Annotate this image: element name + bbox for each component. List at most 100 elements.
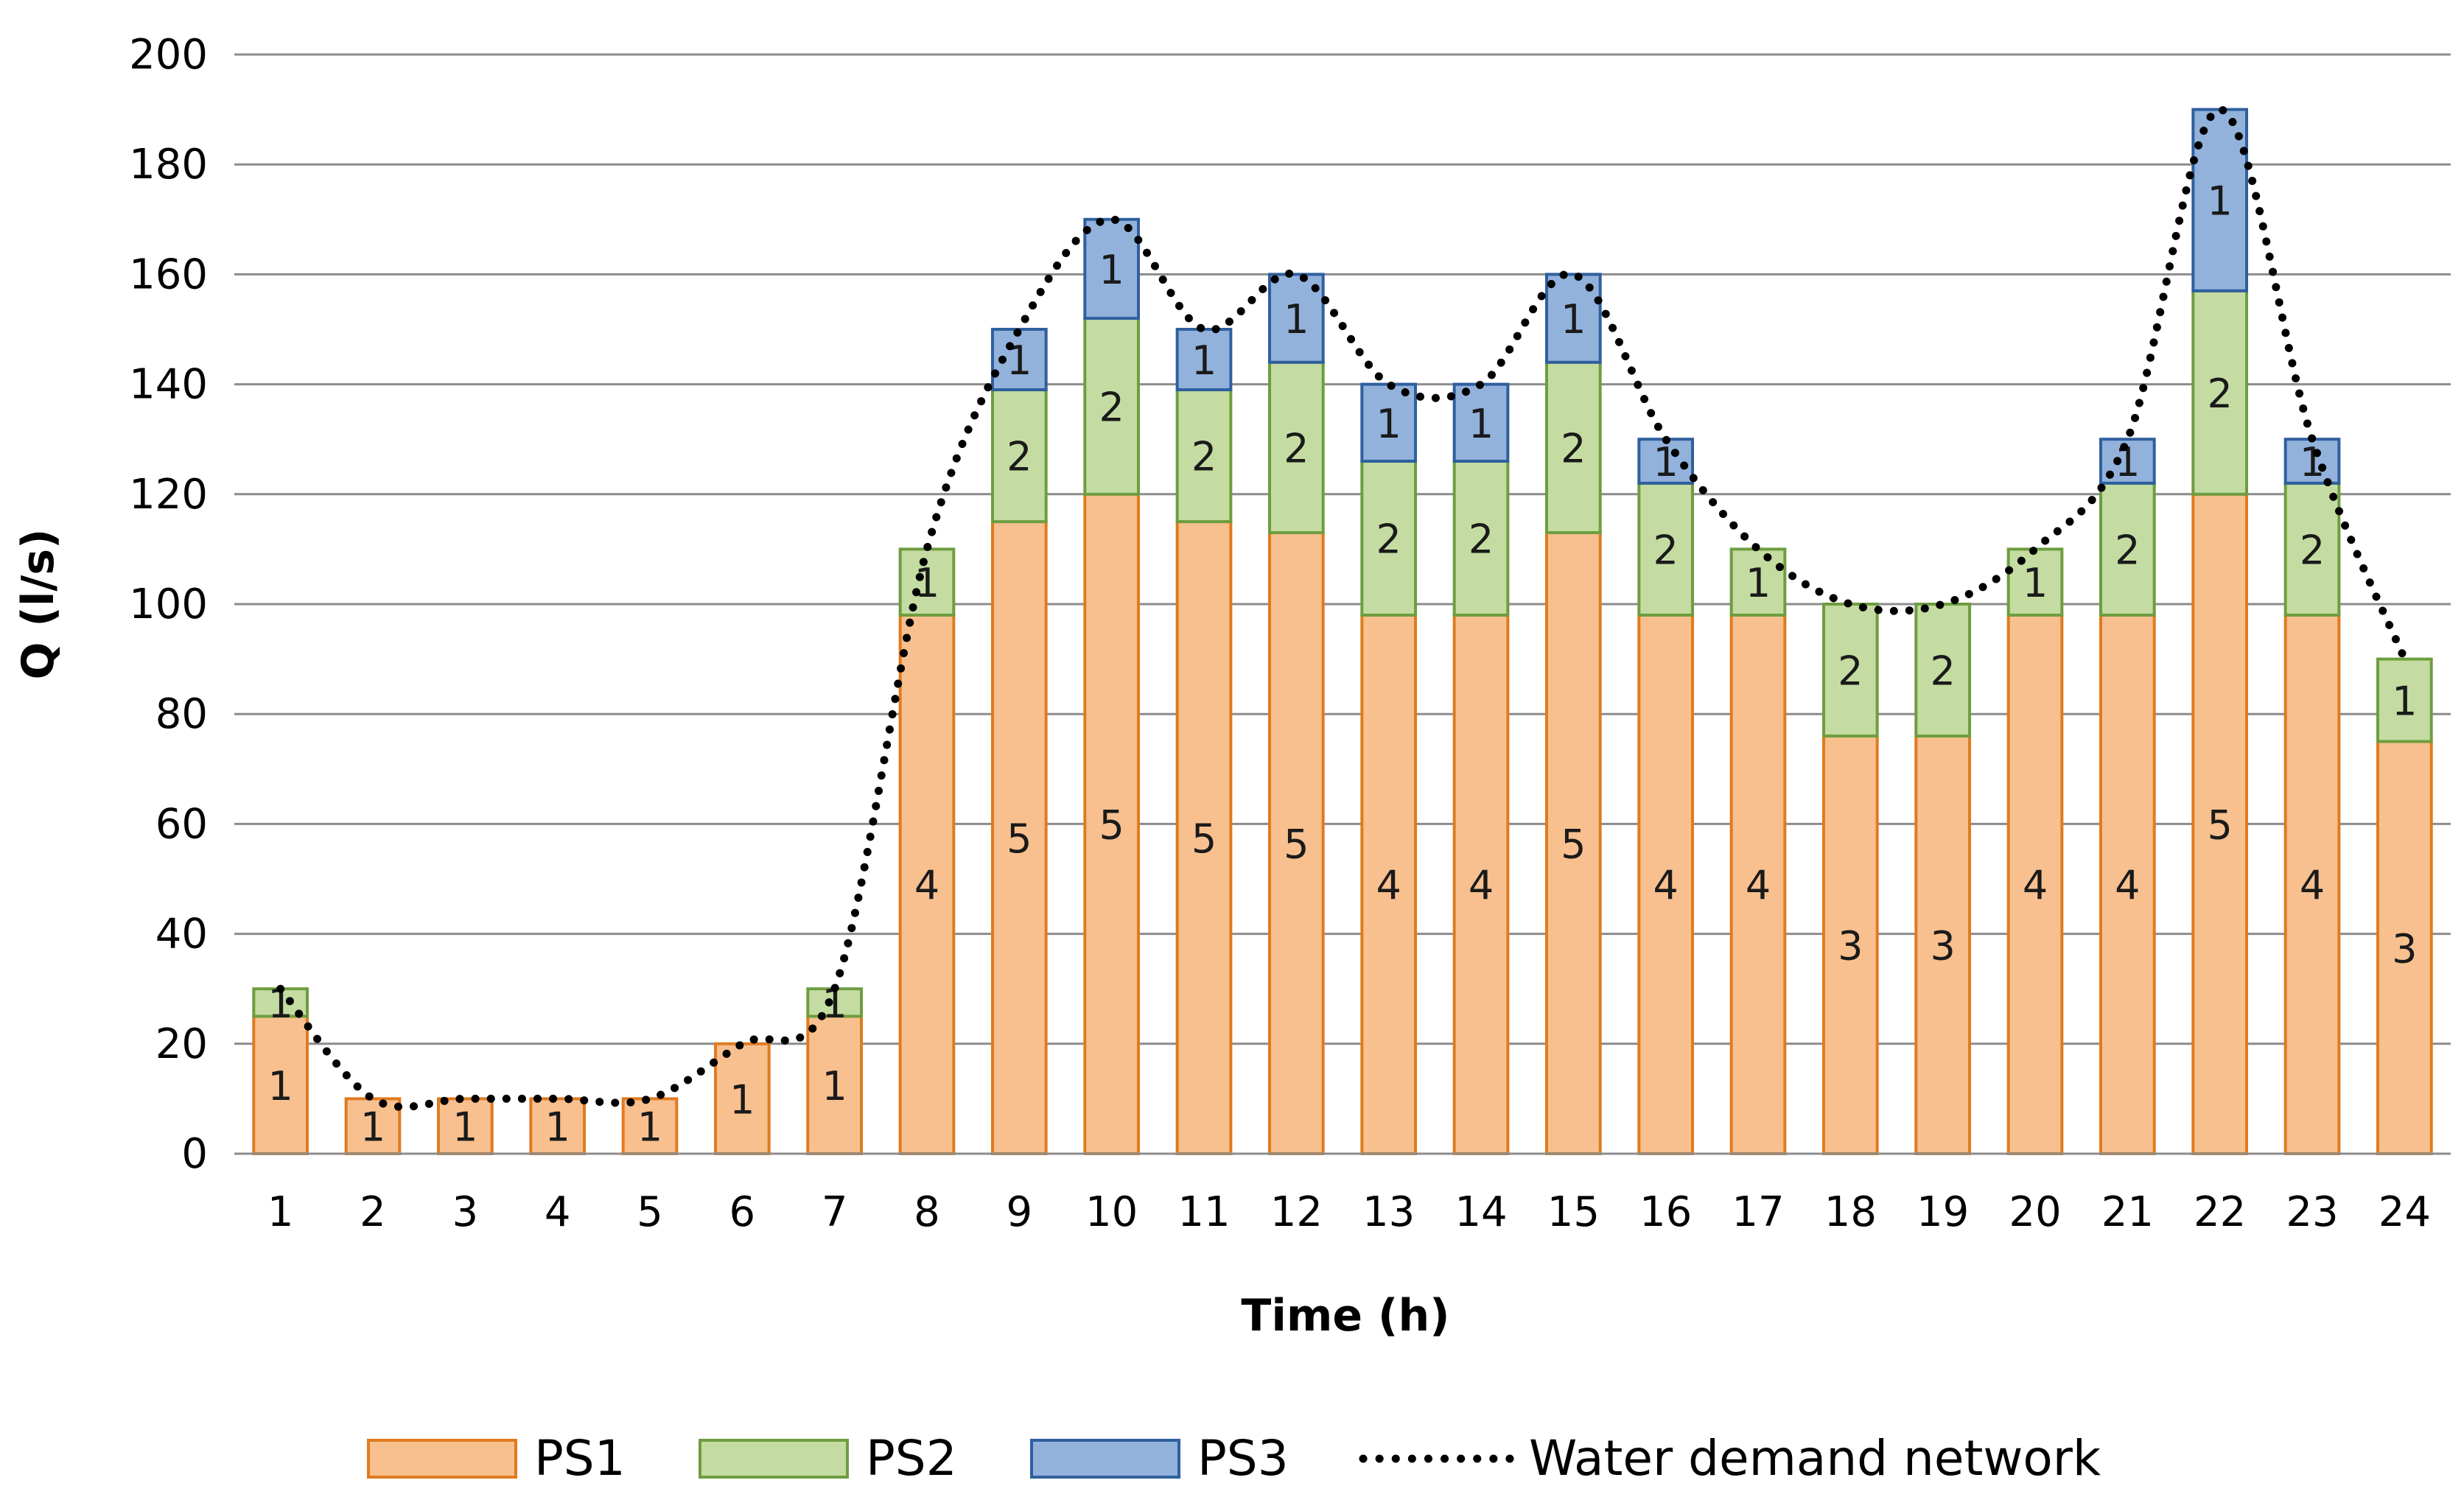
bar-ps3-label: 1	[1376, 401, 1401, 447]
bar-ps1-label: 5	[1007, 816, 1032, 862]
bar-ps2-label: 2	[1930, 648, 1955, 695]
bar-ps1-label: 4	[1376, 862, 1401, 908]
y-tick-label: 120	[129, 471, 208, 519]
x-tick-label: 23	[2286, 1188, 2338, 1236]
x-tick-label: 11	[1177, 1188, 1230, 1236]
bar-ps3-label: 1	[2207, 178, 2232, 225]
x-tick-label: 14	[1455, 1188, 1507, 1236]
y-tick-label: 0	[181, 1130, 208, 1178]
bar-ps1-label: 4	[1746, 862, 1771, 908]
bar-ps2-label: 2	[1838, 648, 1863, 695]
bar-ps1-segment	[713, 1042, 771, 1156]
bar-ps1-segment	[1083, 492, 1141, 1155]
bar-ps1-label: 1	[360, 1104, 385, 1151]
bar-ps1-label: 5	[1284, 821, 1309, 868]
bar-ps2-segment	[990, 388, 1048, 524]
bar-ps1-segment	[1360, 613, 1418, 1155]
y-tick-label: 40	[155, 911, 208, 958]
bar-ps1-segment	[990, 520, 1048, 1155]
bar-ps1-label: 3	[1930, 923, 1955, 970]
bar-ps1-label: 4	[2115, 862, 2140, 908]
bar-ps2-label: 2	[1469, 516, 1494, 562]
y-tick-label: 20	[155, 1020, 208, 1068]
bar-ps2-label: 2	[2115, 527, 2140, 573]
bar-ps2-label: 2	[2207, 371, 2232, 417]
bar-ps2-label: 1	[2023, 560, 2048, 606]
bar-ps1-segment	[344, 1097, 402, 1156]
x-tick-label: 3	[452, 1188, 479, 1236]
bar-ps2-label: 2	[2300, 527, 2325, 573]
x-tick-label: 22	[2194, 1188, 2246, 1236]
bar-ps1-label: 1	[267, 1063, 293, 1109]
x-tick-label: 17	[1732, 1188, 1784, 1236]
bar-ps2-label: 1	[2392, 679, 2417, 725]
bar-ps3-label: 1	[1469, 401, 1494, 447]
x-tick-label: 18	[1824, 1188, 1877, 1236]
bar-ps2-segment	[1175, 388, 1233, 524]
x-tick-label: 19	[1917, 1188, 1969, 1236]
x-axis-title: Time (h)	[1241, 1290, 1449, 1342]
legend-label-ps2: PS2	[866, 1430, 957, 1487]
bar-ps1-label: 4	[1653, 862, 1678, 908]
bar-ps2-segment	[1821, 603, 1879, 738]
bar-ps1-label: 5	[1191, 816, 1217, 862]
legend-label-ps1: PS1	[534, 1430, 626, 1487]
bars: 1 1 1 1 1 1 1 4 5 5 5 5 4 4 5 4 4 3 3 4 4 5 4 3 1 1 1 2 2 2 2 2 2 2 2 1 2 2 1 2…	[252, 108, 2433, 1156]
bar-ps2-segment	[1729, 547, 1787, 617]
bar-ps2-segment	[2099, 481, 2156, 617]
x-tick-label: 2	[360, 1188, 386, 1236]
legend-swatch-ps3	[1030, 1439, 1180, 1479]
x-tick-label: 13	[1362, 1188, 1415, 1236]
legend-swatch-ps1	[367, 1439, 517, 1479]
x-tick-label: 12	[1270, 1188, 1323, 1236]
y-tick-label: 60	[155, 800, 208, 848]
bar-ps2-label: 2	[1376, 516, 1401, 562]
bar-ps2-label: 1	[914, 560, 939, 606]
bar-ps2-segment	[2376, 657, 2433, 743]
bar-ps2-label: 2	[1561, 425, 1586, 471]
x-tick-label: 9	[1007, 1188, 1033, 1236]
bar-ps2-segment	[1267, 360, 1325, 535]
bar-ps1-label: 4	[914, 862, 939, 908]
bar-ps1-label: 5	[2207, 802, 2232, 848]
x-tick-label: 20	[2009, 1188, 2061, 1236]
x-tick-label: 16	[1639, 1188, 1692, 1236]
x-tick-label: 6	[729, 1188, 756, 1236]
bar-ps1-label: 4	[2023, 862, 2048, 908]
y-tick-label: 200	[129, 31, 208, 79]
bar-ps2-label: 1	[1746, 560, 1771, 606]
bar-ps2-segment	[1083, 317, 1141, 496]
water-demand-line	[276, 105, 2409, 1111]
x-tick-label: 4	[545, 1188, 571, 1236]
bar-ps2-label: 2	[1284, 425, 1309, 471]
bar-ps1-label: 1	[729, 1076, 755, 1123]
bar-ps1-segment	[529, 1097, 587, 1156]
x-tick-label: 7	[822, 1188, 848, 1236]
y-tick-label: 160	[129, 250, 208, 298]
bar-ps3-label: 1	[1561, 296, 1586, 343]
x-tick-label: 1	[267, 1188, 294, 1236]
bar-ps1-label: 5	[1561, 821, 1586, 868]
bar-ps1-segment	[2191, 492, 2249, 1155]
legend: PS1 PS2 PS3 Water demand network	[367, 1430, 2101, 1487]
x-tick-label: 24	[2379, 1188, 2431, 1236]
bar-ps3-segment	[1452, 382, 1510, 463]
demand-line-layer	[276, 105, 2409, 1111]
bar-ps3-segment	[2283, 438, 2341, 485]
bar-ps1-label: 4	[1469, 862, 1494, 908]
bar-ps1-label: 5	[1099, 802, 1124, 848]
bar-ps1-label: 1	[637, 1104, 662, 1151]
y-axis-title: Q (l/s)	[13, 529, 64, 680]
bar-ps2-segment	[1637, 481, 1695, 617]
bar-ps3-label: 1	[1653, 439, 1678, 485]
bar-ps3-label: 1	[2300, 439, 2325, 485]
bar-ps3-label: 1	[1099, 247, 1124, 293]
bar-ps3-segment	[1360, 382, 1418, 463]
bar-ps1-label: 3	[2392, 925, 2417, 972]
bar-ps1-label: 3	[1838, 923, 1863, 970]
bar-ps3-label: 1	[1191, 337, 1217, 384]
x-tick-label: 8	[914, 1188, 940, 1236]
bar-ps1-segment	[621, 1097, 679, 1156]
